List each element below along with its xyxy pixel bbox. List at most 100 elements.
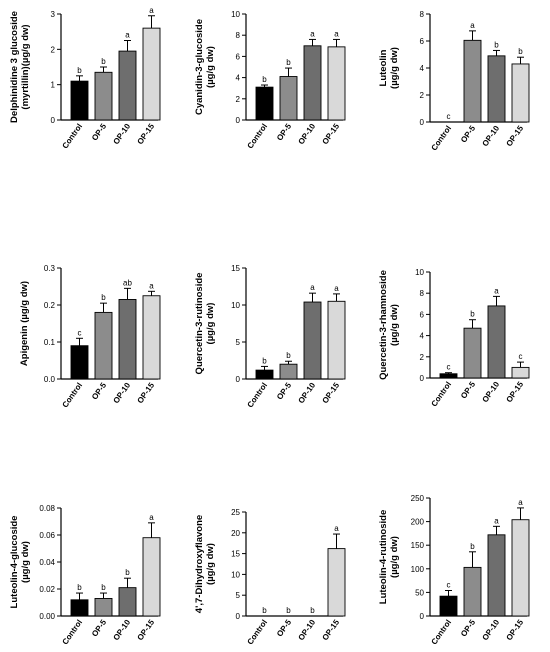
significance-letter: a — [518, 498, 523, 507]
y-tick-label: 6 — [236, 52, 241, 61]
y-axis-title: (µg/g dw) — [205, 303, 216, 345]
significance-letter: b — [470, 542, 475, 551]
y-tick-label: 0.06 — [39, 531, 55, 540]
y-tick-label: 0.2 — [44, 301, 56, 310]
bar-op-15 — [511, 519, 530, 617]
x-tick-label: Control — [429, 124, 453, 152]
y-tick-label: 5 — [236, 338, 241, 347]
y-axis-title: Luteolin-4-glucoside — [9, 516, 20, 609]
y-axis-title: Luteolin — [378, 49, 389, 86]
significance-letter: b — [494, 40, 499, 49]
significance-letter: b — [262, 75, 267, 84]
y-tick-label: 0.02 — [39, 585, 55, 594]
significance-letter: a — [334, 524, 339, 533]
y-axis-title: (µg/g dw) — [389, 304, 400, 346]
y-tick-label: 2 — [236, 95, 241, 104]
bar-op-10 — [487, 305, 506, 379]
y-axis-title: Cyanidin-3-glucoside — [194, 19, 205, 115]
y-tick-label: 0 — [51, 116, 56, 125]
y-tick-label: 4 — [420, 64, 425, 73]
y-tick-label: 0 — [236, 612, 241, 621]
bar-control — [70, 599, 89, 617]
y-tick-label: 2 — [420, 91, 425, 100]
bar-op-10 — [487, 534, 506, 617]
x-tick-label: OP-15 — [136, 381, 157, 406]
significance-letter: b — [286, 351, 291, 360]
significance-letter: b — [470, 310, 475, 319]
y-tick-label: 15 — [231, 264, 240, 273]
x-tick-label: Control — [245, 381, 269, 409]
significance-letter: a — [334, 284, 339, 293]
significance-letter: a — [494, 516, 499, 525]
significance-letter: b — [101, 57, 106, 66]
bar-op-15 — [327, 300, 346, 380]
bar-op-10 — [487, 55, 506, 123]
y-tick-label: 10 — [415, 268, 424, 277]
y-tick-label: 15 — [231, 550, 240, 559]
bar-control — [439, 373, 458, 379]
x-tick-label: Control — [429, 618, 453, 646]
significance-letter: a — [310, 283, 315, 292]
chart-panel-9: 0 50 100 150 200 250 Luteolin-4-rutinoside (µg/… — [378, 494, 530, 646]
y-tick-label: 2 — [51, 45, 56, 54]
significance-letter: c — [78, 328, 82, 337]
x-tick-label: OP-5 — [459, 380, 477, 401]
y-axis-title: Quercetin-3-rutinoside — [194, 273, 205, 375]
x-tick-label: OP-5 — [459, 618, 477, 639]
bar-op-15 — [142, 295, 161, 380]
x-tick-label: OP-15 — [505, 618, 526, 643]
y-tick-label: 4 — [420, 332, 425, 341]
x-tick-label: OP-5 — [90, 618, 108, 639]
chart-panel-1: 0 1 2 3 Delphinidine 3 glucoside (myrtillin)(… — [9, 6, 161, 150]
x-tick-label: OP-5 — [459, 124, 477, 145]
bar-op-5 — [94, 71, 113, 121]
y-tick-label: 0.00 — [39, 612, 55, 621]
y-axis-title: (µg/g dw) — [389, 536, 400, 578]
x-tick-label: OP-10 — [481, 618, 502, 643]
y-tick-label: 3 — [51, 10, 56, 19]
bar-op-10 — [118, 50, 137, 121]
x-tick-label: OP-5 — [275, 122, 293, 143]
y-tick-label: 200 — [411, 518, 425, 527]
x-tick-label: OP-10 — [297, 618, 318, 643]
y-tick-label: 6 — [420, 310, 425, 319]
x-tick-label: OP-15 — [321, 381, 342, 406]
y-axis-title: 4',7-Dihydroxyflavone — [194, 515, 205, 613]
x-tick-label: OP-15 — [505, 124, 526, 149]
significance-letter: a — [149, 513, 154, 522]
significance-letter: c — [447, 363, 451, 372]
y-tick-label: 250 — [411, 494, 425, 503]
bar-control — [70, 80, 89, 121]
bar-op-15 — [142, 537, 161, 617]
significance-letter: b — [101, 293, 106, 302]
significance-letter: b — [262, 356, 267, 365]
y-tick-label: 8 — [420, 10, 425, 19]
significance-letter: b — [125, 568, 130, 577]
x-tick-label: Control — [60, 381, 84, 409]
y-tick-label: 8 — [236, 31, 241, 40]
chart-panel-3: 0 2 4 6 8 Luteolin (µg/g dw) c Control a OP-5 b OP-1… — [378, 10, 530, 152]
y-tick-label: 0 — [420, 118, 425, 127]
x-tick-label: OP-15 — [136, 122, 157, 147]
y-tick-label: 10 — [231, 10, 240, 19]
significance-letter: b — [518, 47, 523, 56]
x-tick-label: OP-15 — [505, 380, 526, 405]
bar-op-10 — [303, 301, 322, 380]
x-tick-label: OP-5 — [275, 618, 293, 639]
bar-control — [255, 369, 274, 380]
bar-op-10 — [118, 299, 137, 380]
significance-letter: a — [125, 31, 130, 40]
x-tick-label: OP-10 — [112, 618, 133, 643]
y-tick-label: 20 — [231, 529, 240, 538]
chart-panel-7: 0.00 0.02 0.04 0.06 0.08 Luteolin-4-glucoside… — [9, 504, 161, 646]
x-tick-label: OP-5 — [275, 381, 293, 402]
significance-letter: a — [310, 29, 315, 38]
y-axis-title: Apigenin (µg/g dw) — [19, 281, 30, 366]
bar-op-5 — [279, 363, 298, 380]
x-tick-label: OP-10 — [481, 380, 502, 405]
y-tick-label: 25 — [231, 508, 240, 517]
y-axis-title: (µg/g dw) — [205, 543, 216, 585]
bar-op-5 — [94, 598, 113, 617]
y-tick-label: 0 — [236, 116, 241, 125]
